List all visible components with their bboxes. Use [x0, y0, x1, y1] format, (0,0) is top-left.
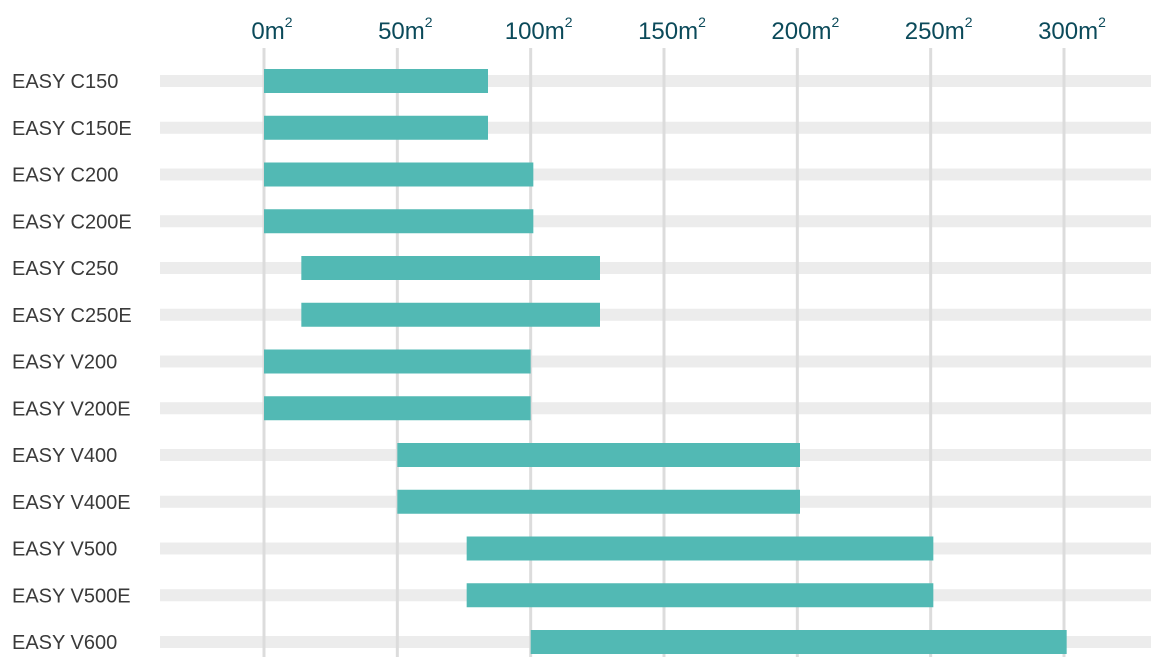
range-bar [301, 256, 600, 280]
category-label: EASY C200E [12, 211, 132, 233]
category-label: EASY C150E [12, 118, 132, 140]
category-label: EASY V500E [12, 585, 131, 607]
x-axis-ticks: 0m2 50m2 100m2 150m2 200m2 250m2 300m2 [251, 14, 1106, 45]
range-bar [264, 69, 488, 93]
x-tick-label: 200m2 [771, 14, 839, 45]
x-tick-label: 50m2 [378, 14, 433, 45]
range-bar [466, 583, 934, 608]
category-label: EASY V400E [12, 492, 131, 514]
x-tick-label: 300m2 [1038, 14, 1106, 45]
row-labels: EASY C150 EASY C150E EASY C200 EASY C200E EA… [12, 71, 132, 654]
category-label: EASY V400 [12, 445, 117, 467]
category-label: EASY V500 [12, 539, 117, 561]
x-tick-label: 250m2 [905, 14, 973, 45]
range-bar [264, 209, 534, 234]
category-label: EASY C200 [12, 165, 118, 187]
category-label: EASY C150 [12, 71, 118, 93]
range-bar [301, 302, 600, 327]
range-bar [397, 443, 800, 467]
category-label: EASY V200E [12, 398, 131, 420]
range-bar [264, 162, 534, 187]
range-bar [397, 489, 800, 514]
range-bar [530, 630, 1067, 654]
category-label: EASY C250E [12, 305, 132, 327]
category-label: EASY C250 [12, 258, 118, 280]
range-bar [264, 115, 488, 140]
range-bar [264, 396, 531, 421]
x-tick-label: 0m2 [251, 14, 292, 45]
bars [264, 69, 1067, 654]
category-label: EASY V200 [12, 352, 117, 374]
x-tick-label: 150m2 [638, 14, 706, 45]
range-bar [466, 536, 934, 561]
range-bar [264, 349, 531, 374]
category-label: EASY V600 [12, 632, 117, 654]
x-tick-label: 100m2 [505, 14, 573, 45]
